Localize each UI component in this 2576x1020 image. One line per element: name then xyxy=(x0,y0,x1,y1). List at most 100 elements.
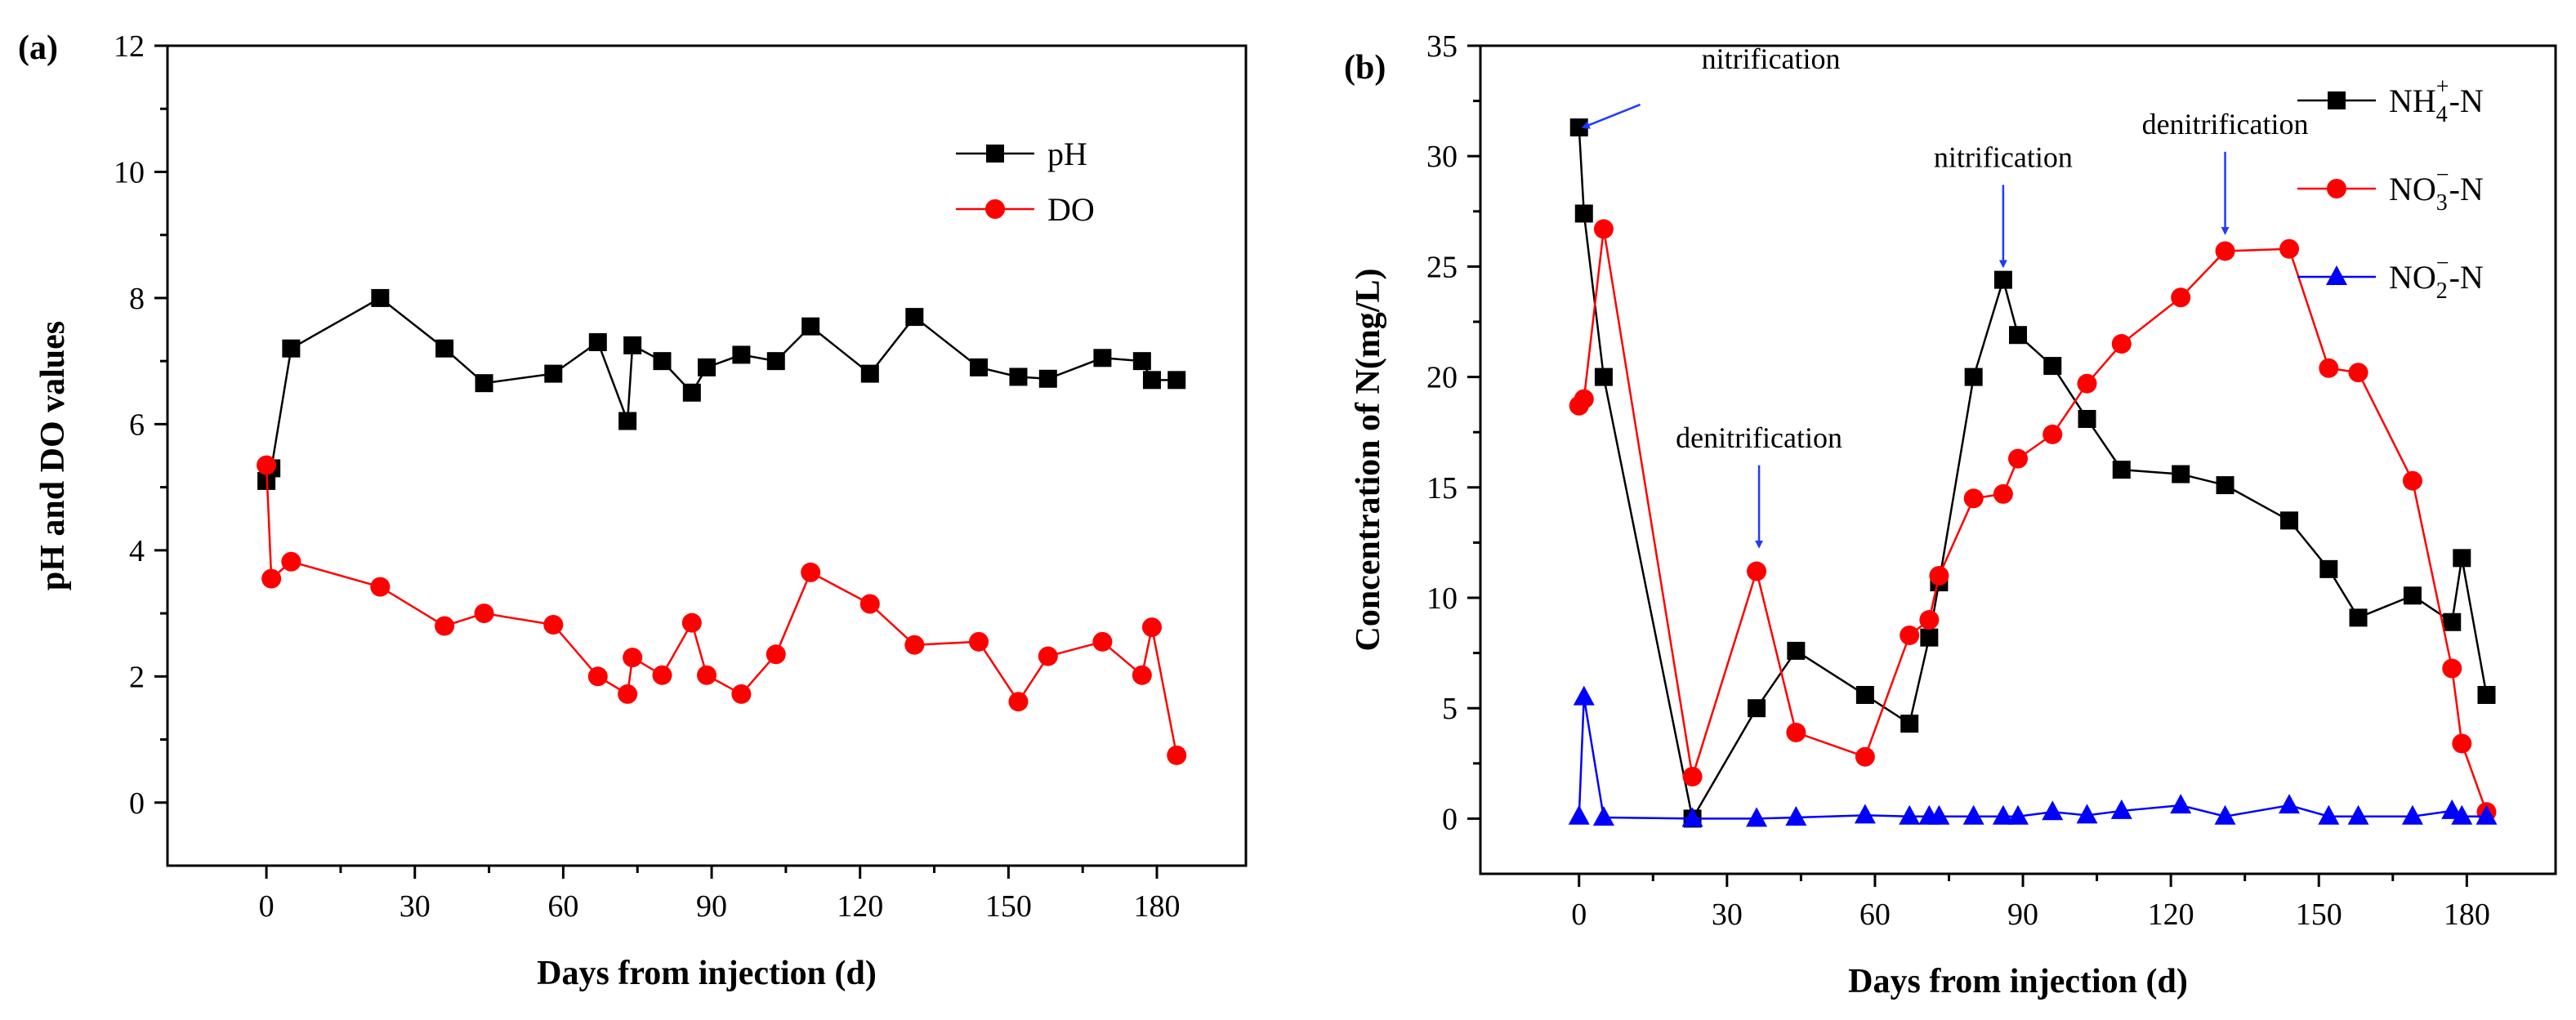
data-point xyxy=(2318,804,2340,825)
data-point xyxy=(2007,804,2029,825)
data-point xyxy=(1929,565,1949,586)
data-point xyxy=(1920,628,1939,647)
x-tick-label: 90 xyxy=(696,889,727,924)
plot-frame xyxy=(1479,44,2557,875)
y-tick-label: 10 xyxy=(1426,581,1458,616)
annotation-label: nitrification xyxy=(1934,140,2073,173)
data-point xyxy=(2111,334,2132,354)
panel-a-chart: 0 30 60 90 120 150 180 0 2 4 6 8 10 12 Days from injec… xyxy=(18,29,1248,992)
legend-label-base: NH xyxy=(2389,82,2436,119)
data-point xyxy=(2042,424,2063,444)
data-point xyxy=(905,308,924,327)
data-point xyxy=(1092,631,1113,652)
legend-label-base: NO xyxy=(2389,171,2436,207)
data-point xyxy=(1167,371,1186,390)
legend-label-tail: -N xyxy=(2449,171,2484,207)
data-point xyxy=(2453,549,2471,568)
panel-label: (a) xyxy=(18,29,58,67)
data-point xyxy=(1132,665,1152,685)
data-point xyxy=(904,635,925,655)
data-point xyxy=(435,616,455,636)
data-point xyxy=(618,684,638,704)
data-point xyxy=(1785,806,1807,826)
x-tick-label: 150 xyxy=(2296,898,2342,932)
x-tick-label: 180 xyxy=(1134,889,1181,924)
data-point xyxy=(2319,358,2339,378)
data-point xyxy=(652,665,672,685)
data-point xyxy=(587,666,608,687)
data-point xyxy=(1009,367,1028,386)
data-point xyxy=(732,345,751,364)
data-point xyxy=(623,336,642,354)
data-point xyxy=(2170,794,2192,814)
data-point xyxy=(2078,409,2096,428)
x-tick-label: 30 xyxy=(1712,898,1743,932)
data-point xyxy=(860,364,879,383)
data-point xyxy=(766,644,786,665)
y-tick-label: 5 xyxy=(1442,692,1458,726)
data-point xyxy=(2477,685,2496,704)
legend-label-sub: 4 xyxy=(2436,102,2448,127)
data-point xyxy=(1855,746,1875,767)
data-point xyxy=(2279,238,2300,259)
plot-frame xyxy=(166,44,1248,867)
annotation: nitrification xyxy=(1581,42,1841,129)
series-nh4 xyxy=(1569,118,2496,828)
data-point xyxy=(2280,511,2299,530)
data-point xyxy=(1038,646,1058,666)
data-point xyxy=(282,339,301,358)
data-point xyxy=(1787,641,1806,660)
data-point xyxy=(1747,561,1767,581)
data-point xyxy=(2042,800,2064,821)
x-tick-label: 0 xyxy=(1571,898,1587,932)
data-point xyxy=(969,631,989,652)
data-point xyxy=(2216,476,2234,495)
series-ph xyxy=(257,288,1186,490)
legend-marker xyxy=(2328,91,2346,109)
x-axis-label: Days from injection (d) xyxy=(1848,963,2188,1000)
legend-marker xyxy=(2326,265,2347,285)
legend-entry: NO2−-N xyxy=(2297,251,2484,304)
data-point xyxy=(2401,804,2423,825)
annotation: denitrification xyxy=(1676,421,1842,549)
data-point xyxy=(2214,804,2236,825)
data-point xyxy=(2349,608,2368,627)
y-tick-label: 25 xyxy=(1426,250,1458,284)
legend-label: NH4+-N xyxy=(2389,74,2484,127)
data-point xyxy=(475,374,493,393)
data-point xyxy=(1928,804,1950,825)
data-point xyxy=(261,568,282,589)
data-point xyxy=(370,577,391,597)
legend-entry: DO xyxy=(956,191,1095,228)
data-point xyxy=(1992,804,2014,825)
data-point xyxy=(623,648,643,668)
data-point xyxy=(1963,488,1984,509)
data-point xyxy=(1964,367,1983,386)
data-point xyxy=(2076,804,2098,824)
data-point xyxy=(1855,685,1874,704)
x-tick-label: 30 xyxy=(400,889,431,924)
data-point xyxy=(1900,625,1920,645)
y-tick-label: 2 xyxy=(129,660,145,694)
legend-label: NO3−-N xyxy=(2389,163,2484,216)
data-point xyxy=(1993,483,2013,504)
x-tick-label: 0 xyxy=(259,889,275,924)
data-point xyxy=(859,594,880,614)
legend-entry: pH xyxy=(956,136,1087,172)
series-line xyxy=(265,296,1177,482)
data-point xyxy=(2279,794,2301,814)
data-point xyxy=(2443,612,2462,631)
data-point xyxy=(435,339,454,358)
data-point xyxy=(2403,586,2422,605)
y-tick-label: 4 xyxy=(129,534,145,568)
panel-label: (b) xyxy=(1344,49,1386,87)
data-point xyxy=(2215,241,2235,261)
series-no2 xyxy=(1568,685,2498,827)
annotation-label: nitrification xyxy=(1702,42,1841,75)
data-point xyxy=(2172,465,2190,483)
legend-marker xyxy=(986,145,1004,163)
data-point xyxy=(257,455,277,475)
data-point xyxy=(970,358,989,376)
data-point xyxy=(1593,219,1614,239)
data-point xyxy=(1746,807,1768,827)
